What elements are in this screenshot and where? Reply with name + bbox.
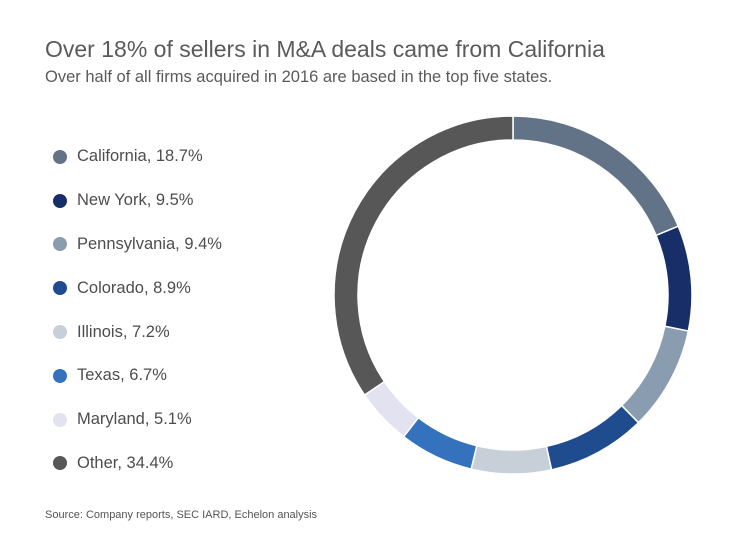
donut-slice-texas bbox=[402, 416, 478, 470]
donut-slice-california bbox=[512, 115, 680, 237]
legend-swatch bbox=[53, 237, 67, 252]
legend-item: New York, 9.5% bbox=[53, 179, 222, 223]
donut-slice-pennsylvania bbox=[620, 325, 690, 424]
legend-item: California, 18.7% bbox=[53, 135, 222, 179]
donut-slice-illinois bbox=[470, 444, 553, 475]
legend-swatch bbox=[53, 368, 67, 383]
legend: California, 18.7% New York, 9.5% Pennsylva… bbox=[53, 135, 222, 485]
legend-item: Maryland, 5.1% bbox=[53, 398, 222, 442]
legend-swatch bbox=[53, 325, 67, 340]
legend-swatch bbox=[53, 149, 67, 164]
legend-item: Illinois, 7.2% bbox=[53, 310, 222, 354]
donut-slice-other bbox=[333, 115, 514, 397]
legend-label: Texas, 6.7% bbox=[77, 366, 167, 385]
chart-title: Over 18% of sellers in M&A deals came fr… bbox=[45, 36, 605, 62]
legend-item: Other, 34.4% bbox=[53, 442, 222, 486]
legend-label: Colorado, 8.9% bbox=[77, 278, 191, 297]
donut-slice-colorado bbox=[545, 404, 640, 471]
legend-label: California, 18.7% bbox=[77, 147, 203, 166]
legend-label: Maryland, 5.1% bbox=[77, 410, 192, 429]
legend-label: Other, 34.4% bbox=[77, 453, 174, 472]
legend-item: Pennsylvania, 9.4% bbox=[53, 223, 222, 267]
chart-subtitle: Over half of all firms acquired in 2016 … bbox=[45, 68, 553, 86]
legend-swatch bbox=[53, 281, 67, 296]
legend-label: Pennsylvania, 9.4% bbox=[77, 234, 222, 253]
legend-label: New York, 9.5% bbox=[77, 191, 194, 210]
donut-slice-new-york bbox=[655, 225, 693, 332]
source-note: Source: Company reports, SEC IARD, Echel… bbox=[45, 509, 318, 521]
donut-chart bbox=[333, 115, 693, 475]
legend-swatch bbox=[53, 193, 67, 208]
legend-swatch bbox=[53, 456, 67, 471]
legend-item: Texas, 6.7% bbox=[53, 354, 222, 398]
legend-label: Illinois, 7.2% bbox=[77, 322, 170, 341]
legend-swatch bbox=[53, 412, 67, 427]
legend-item: Colorado, 8.9% bbox=[53, 266, 222, 310]
